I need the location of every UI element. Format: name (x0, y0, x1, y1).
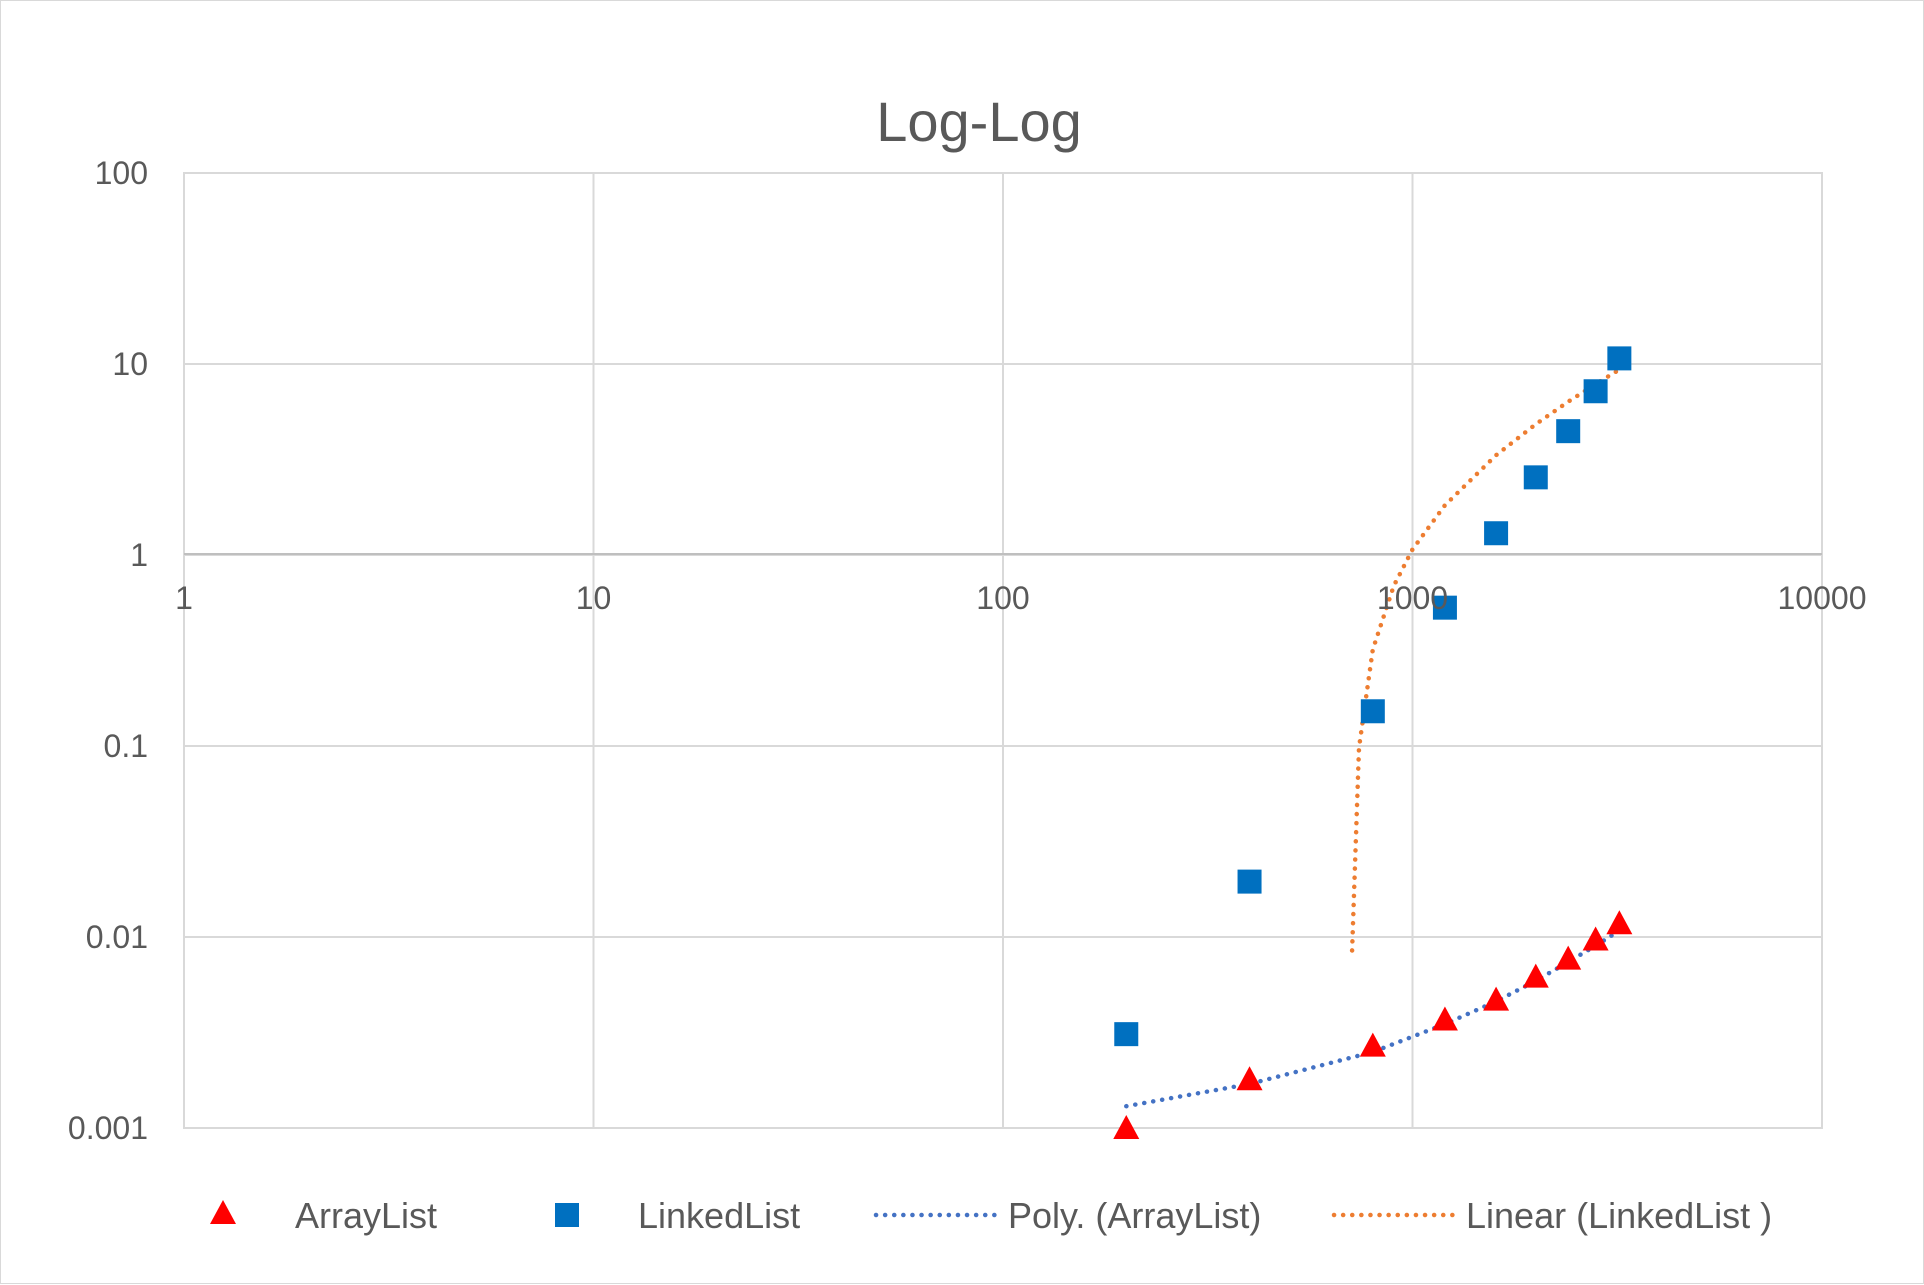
x-tick-label: 1 (175, 580, 193, 616)
arraylist-point (1359, 1032, 1386, 1057)
arraylist-point (1113, 1115, 1140, 1139)
legend-triangle-icon (210, 1200, 236, 1224)
arraylist-point (1431, 1006, 1458, 1031)
y-tick-label: 0.001 (68, 1110, 148, 1146)
arraylist-point (1236, 1066, 1263, 1091)
trendline-poly-arraylist- (1124, 928, 1622, 1109)
legend-label: Poly. (ArrayList) (1008, 1195, 1261, 1236)
linkedlist-point (1432, 595, 1457, 620)
linkedlist-point (1237, 869, 1262, 894)
arraylist-point (1522, 963, 1549, 988)
axis-tick-labels: 1 10 100 1000 10000 100 10 1 0.1 0.01 0.001 (68, 155, 1867, 1146)
y-tick-label: 10 (112, 346, 148, 382)
x-tick-label: 10 (576, 580, 612, 616)
legend-square-icon (555, 1203, 579, 1227)
x-tick-label: 1000 (1377, 580, 1448, 616)
arraylist-point (1606, 910, 1633, 935)
arraylist-point (1483, 986, 1510, 1011)
legend-label: ArrayList (295, 1195, 437, 1236)
linkedlist-point (1114, 1022, 1139, 1047)
legend: ArrayList LinkedList Poly. (ArrayList) Line… (210, 1195, 1772, 1236)
linkedlist-point (1556, 419, 1581, 444)
x-tick-label: 100 (976, 580, 1029, 616)
trendlines (1124, 367, 1622, 1109)
y-tick-label: 0.01 (86, 919, 148, 955)
y-tick-label: 100 (95, 155, 148, 191)
trendline-linear-linkedlist- (1349, 367, 1622, 953)
y-tick-label: 1 (130, 537, 148, 573)
grid (183, 172, 1823, 1129)
legend-item: ArrayList (210, 1195, 437, 1236)
chart-title: Log-Log (876, 90, 1082, 153)
linkedlist-point (1484, 521, 1509, 546)
legend-label: Linear (LinkedList ) (1466, 1195, 1772, 1236)
arraylist-point (1582, 926, 1609, 951)
data-markers (1113, 346, 1633, 1139)
legend-item: Linear (LinkedList ) (1331, 1195, 1772, 1236)
arraylist-point (1555, 945, 1582, 970)
legend-item: LinkedList (555, 1195, 800, 1236)
linkedlist-point (1360, 699, 1385, 724)
legend-item: Poly. (ArrayList) (873, 1195, 1261, 1236)
legend-label: LinkedList (638, 1195, 800, 1236)
x-tick-label: 10000 (1778, 580, 1867, 616)
linkedlist-point (1523, 465, 1548, 490)
linkedlist-point (1583, 379, 1608, 404)
linkedlist-point (1607, 346, 1632, 371)
y-tick-label: 0.1 (104, 728, 148, 764)
